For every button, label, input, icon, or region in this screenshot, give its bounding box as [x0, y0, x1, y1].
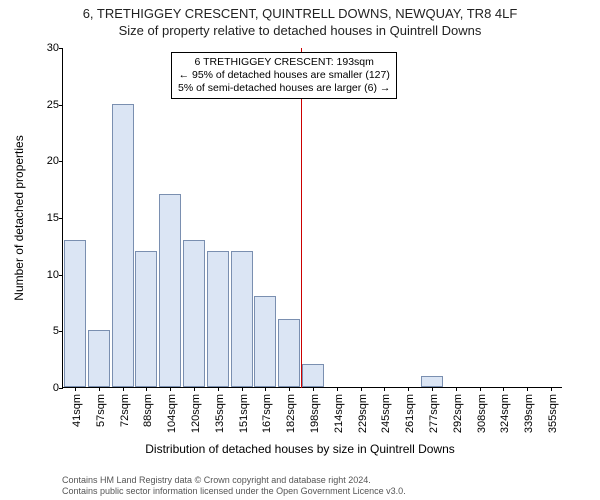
y-tick-mark [59, 161, 63, 162]
x-tick-label: 214sqm [333, 394, 345, 433]
x-tick-label: 261sqm [404, 394, 416, 433]
y-tick-mark [59, 275, 63, 276]
x-tick-mark [75, 387, 76, 391]
x-tick-mark [432, 387, 433, 391]
x-tick-label: 41sqm [71, 394, 83, 427]
x-tick-label: 229sqm [357, 394, 369, 433]
histogram-bar [207, 251, 229, 387]
y-tick-label: 10 [31, 269, 59, 281]
y-tick-mark [59, 105, 63, 106]
x-tick-mark [289, 387, 290, 391]
x-tick-label: 339sqm [523, 394, 535, 433]
x-tick-mark [551, 387, 552, 391]
title-subtitle: Size of property relative to detached ho… [0, 21, 600, 38]
x-tick-mark [265, 387, 266, 391]
x-tick-mark [337, 387, 338, 391]
annotation-line: ← 95% of detached houses are smaller (12… [178, 69, 390, 82]
histogram-bar [302, 364, 324, 387]
x-tick-mark [480, 387, 481, 391]
x-tick-mark [218, 387, 219, 391]
y-tick-label: 15 [31, 212, 59, 224]
y-tick-label: 30 [31, 42, 59, 54]
x-tick-label: 324sqm [499, 394, 511, 433]
footer-line-1: Contains HM Land Registry data © Crown c… [62, 475, 406, 485]
x-tick-mark [146, 387, 147, 391]
y-tick-label: 25 [31, 99, 59, 111]
x-axis-label: Distribution of detached houses by size … [0, 442, 600, 456]
histogram-bar [254, 296, 276, 387]
histogram-bar [135, 251, 157, 387]
x-tick-label: 292sqm [452, 394, 464, 433]
x-tick-label: 277sqm [428, 394, 440, 433]
histogram-bar [159, 194, 181, 387]
x-tick-mark [170, 387, 171, 391]
footer-line-2: Contains public sector information licen… [62, 486, 406, 496]
x-tick-label: 198sqm [309, 394, 321, 433]
histogram-bar [231, 251, 253, 387]
x-tick-mark [503, 387, 504, 391]
y-tick-mark [59, 331, 63, 332]
y-axis-label: Number of detached properties [12, 135, 26, 300]
x-tick-label: 57sqm [95, 394, 107, 427]
x-tick-label: 245sqm [380, 394, 392, 433]
histogram-bar [183, 240, 205, 387]
annotation-line: 6 TRETHIGGEY CRESCENT: 193sqm [178, 56, 390, 69]
footer-attribution: Contains HM Land Registry data © Crown c… [62, 475, 406, 496]
x-tick-label: 72sqm [119, 394, 131, 427]
x-tick-label: 151sqm [238, 394, 250, 433]
histogram-bar [421, 376, 443, 387]
x-tick-mark [242, 387, 243, 391]
histogram-bar [278, 319, 300, 387]
y-tick-label: 5 [31, 325, 59, 337]
x-tick-label: 308sqm [476, 394, 488, 433]
histogram-bar [112, 104, 134, 387]
x-tick-mark [384, 387, 385, 391]
x-tick-mark [361, 387, 362, 391]
chart-area: 05101520253041sqm57sqm72sqm88sqm104sqm12… [62, 48, 562, 388]
y-tick-mark [59, 218, 63, 219]
annotation-line: 5% of semi-detached houses are larger (6… [178, 82, 390, 95]
y-tick-mark [59, 48, 63, 49]
histogram-bar [64, 240, 86, 387]
x-tick-label: 167sqm [261, 394, 273, 433]
y-tick-mark [59, 388, 63, 389]
y-tick-label: 20 [31, 155, 59, 167]
x-tick-mark [123, 387, 124, 391]
x-tick-mark [527, 387, 528, 391]
x-tick-label: 104sqm [166, 394, 178, 433]
x-tick-label: 88sqm [142, 394, 154, 427]
histogram-bar [88, 330, 110, 387]
annotation-box: 6 TRETHIGGEY CRESCENT: 193sqm← 95% of de… [171, 52, 397, 99]
histogram-plot: 05101520253041sqm57sqm72sqm88sqm104sqm12… [62, 48, 562, 388]
x-tick-mark [313, 387, 314, 391]
x-tick-label: 120sqm [190, 394, 202, 433]
x-tick-label: 355sqm [547, 394, 559, 433]
x-tick-mark [194, 387, 195, 391]
x-tick-mark [408, 387, 409, 391]
x-tick-mark [456, 387, 457, 391]
title-address: 6, TRETHIGGEY CRESCENT, QUINTRELL DOWNS,… [0, 0, 600, 21]
x-tick-label: 135sqm [214, 394, 226, 433]
x-tick-label: 182sqm [285, 394, 297, 433]
x-tick-mark [99, 387, 100, 391]
y-tick-label: 0 [31, 382, 59, 394]
